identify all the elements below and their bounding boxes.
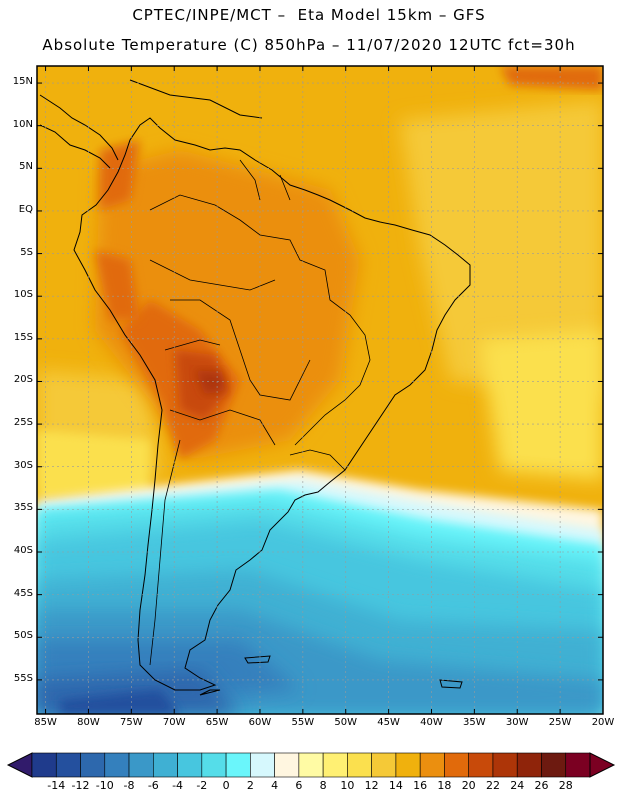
colorbar-label: -8 [123, 779, 135, 792]
lon-label: 25W [548, 717, 572, 728]
colorbar-label: 2 [246, 779, 254, 792]
colorbar-label: 26 [534, 779, 549, 792]
lon-label: 20W [591, 717, 615, 728]
lon-label: 65W [205, 717, 229, 728]
colorbar-label: 14 [388, 779, 403, 792]
colorbar-swatch [347, 752, 372, 778]
colorbar-swatch [153, 752, 178, 778]
lon-label: 40W [420, 717, 443, 728]
lon-label: 85W [34, 717, 57, 728]
colorbar-swatch [55, 752, 81, 778]
country-borders [149, 159, 371, 666]
colorbar-swatch [395, 752, 421, 778]
colorbar-label: -12 [71, 779, 90, 792]
colorbar-swatch [516, 752, 542, 778]
colorbar-label: -2 [196, 779, 208, 792]
colorbar-label: 22 [485, 779, 500, 792]
colorbar-swatch [468, 752, 494, 778]
south-america-coastline [73, 117, 471, 691]
lon-label: 35W [463, 717, 486, 728]
colorbar-swatch [31, 752, 57, 778]
colorbar-label: 16 [413, 779, 428, 792]
colorbar-swatch [492, 752, 518, 778]
lat-label: 55S [13, 672, 33, 684]
lon-label: 45W [377, 717, 400, 728]
colorbar-swatch [419, 752, 445, 778]
colorbar-swatch [322, 752, 348, 778]
colorbar-swatch [201, 752, 227, 778]
lon-label: 50W [334, 717, 358, 728]
lat-label: 15S [13, 331, 33, 343]
lat-label: 30S [13, 459, 33, 471]
lat-label: 40S [13, 545, 33, 556]
colorbar-swatch [298, 752, 324, 778]
colorbar-label: 10 [340, 779, 355, 792]
colorbar-swatch [225, 752, 251, 778]
lat-label: 35S [13, 502, 33, 514]
colorbar-swatch [541, 752, 567, 778]
colorbar-swatch [177, 752, 203, 778]
map-frame [36, 65, 604, 715]
colorbar-label: 18 [437, 779, 452, 792]
lat-label: 5S [20, 246, 33, 258]
lat-label: 10S [13, 289, 33, 301]
lat-label: 50S [13, 630, 33, 642]
colorbar-label: 8 [319, 779, 327, 792]
lon-label: 30W [505, 717, 529, 728]
colorbar-swatch [80, 752, 106, 778]
axis-ticks [37, 66, 604, 714]
colorbar-label: -6 [147, 779, 159, 792]
title-line-1: CPTEC/INPE/MCT – Eta Model 15km – GFS [132, 6, 486, 24]
colorbar-label: -4 [172, 779, 184, 792]
lat-label: EQ [18, 203, 33, 215]
lat-label: 5N [19, 161, 33, 173]
lon-label: 55W [291, 717, 315, 728]
colorbar-label: 4 [271, 779, 279, 792]
lat-label: 15N [12, 76, 33, 88]
lat-label: 10N [12, 118, 33, 130]
colorbar-swatch [128, 752, 154, 778]
coastline [39, 79, 471, 696]
colorbar-swatch [565, 752, 591, 778]
colorbar-swatch [371, 752, 397, 778]
colorbar-swatch [274, 752, 300, 778]
colorbar-label: 6 [295, 779, 303, 792]
colorbar-swatch [104, 752, 130, 778]
colorbar-low-arrow [6, 752, 33, 778]
colorbar-swatch [250, 752, 275, 778]
lon-label: 75W [120, 717, 143, 728]
colorbar-label: 0 [222, 779, 230, 792]
lon-label: 60W [248, 717, 272, 728]
colorbar-label: -14 [47, 779, 66, 792]
lon-label: 80W [77, 717, 100, 728]
colorbar-swatch [444, 752, 469, 778]
lon-label: 70W [162, 717, 186, 728]
colorbar-label: 28 [558, 779, 573, 792]
lat-label: 20S [13, 374, 33, 386]
colorbar-label: 24 [510, 779, 525, 792]
colorbar-label: 12 [364, 779, 379, 792]
lat-label: 25S [13, 417, 33, 429]
title-line-2: Absolute Temperature (C) 850hPa – 11/07/… [42, 36, 576, 54]
colorbar [6, 752, 616, 778]
colorbar-label: -10 [95, 779, 114, 792]
colorbar-high-arrow [589, 752, 616, 778]
lat-label: 45S [13, 587, 33, 599]
central-america-coastline [39, 94, 119, 161]
colorbar-label: 20 [461, 779, 476, 792]
